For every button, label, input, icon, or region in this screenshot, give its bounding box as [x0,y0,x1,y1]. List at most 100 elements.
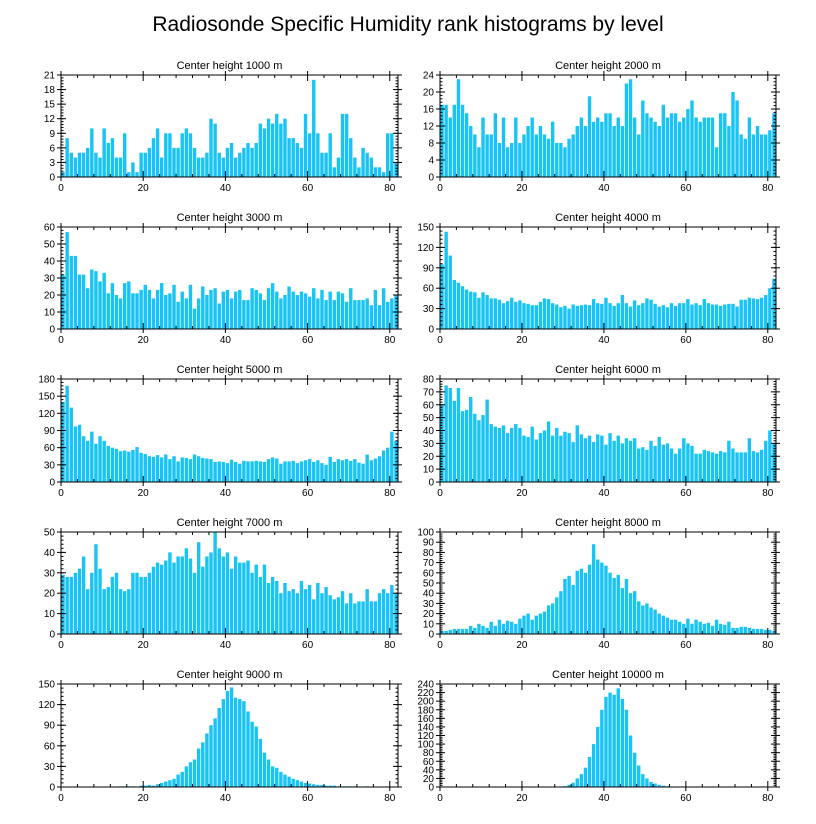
bar [698,453,702,482]
bar [246,300,250,329]
bar [151,456,156,482]
bar [283,295,287,329]
bar [201,742,205,787]
bar [110,447,115,482]
bar [755,299,760,329]
bar [567,308,571,329]
bar [229,459,234,482]
bar [205,295,209,329]
bar [694,303,698,329]
bar [164,295,168,329]
chart-panel-4: Center height 4000 m 0 20 40 60 80 0 30 60 90 120 1… [417,212,780,346]
bar [86,288,90,329]
y-tick-label: 40 [423,765,435,776]
bar [81,436,86,482]
bar [201,566,205,634]
bar [332,461,337,482]
x-tick-label: 40 [598,183,610,194]
bar [469,291,473,329]
bar [473,627,477,634]
bar [369,460,373,482]
x-tick-label: 0 [58,793,64,804]
bar [77,424,82,482]
bar [653,783,657,787]
bar [159,157,164,177]
bar [727,440,731,482]
bar [340,591,345,634]
bar [538,613,543,634]
bar [747,117,752,177]
y-tick-label: 30 [44,762,56,773]
y-tick-label: 20 [423,452,435,463]
bar [344,603,349,634]
y-tick-label: 20 [44,291,56,302]
bar [118,589,123,634]
bar [320,289,324,329]
bar [139,452,143,482]
bar [131,449,135,482]
bar [743,299,747,329]
bar [485,134,489,177]
bar [287,591,291,634]
bar [501,623,506,634]
bar [530,619,534,634]
bar [270,457,275,482]
plot-frame [439,226,777,330]
bar [238,463,242,482]
bar [196,542,201,634]
bar [180,771,184,787]
bar [710,117,715,177]
bar [772,278,776,329]
bar [669,113,674,177]
bar [477,623,481,634]
x-tick-label: 60 [302,640,314,651]
bar [645,603,649,634]
bar [217,152,221,177]
bar [493,113,498,177]
bar [563,147,567,177]
bar [686,109,690,177]
bar [373,458,378,482]
bar [357,601,361,634]
bar [390,298,394,329]
bar [303,589,308,634]
bar [114,157,119,177]
bar [620,126,625,177]
bar [295,463,300,482]
bar [661,785,666,787]
bar [661,615,666,634]
bar [386,593,390,634]
y-tick-label: 120 [38,409,55,420]
y-tick-label: 220 [417,688,434,699]
bar [320,593,324,634]
bar [714,619,719,634]
bar [287,286,291,329]
bar [73,426,78,482]
bar [587,305,592,329]
bar [118,451,123,482]
bar [81,152,86,177]
bar [377,456,382,482]
bar [147,572,152,634]
bar [583,126,588,177]
bar [164,560,168,634]
bar [233,697,238,787]
bar [328,595,332,634]
x-tick-label: 80 [762,183,774,194]
bar [460,628,465,634]
bar [518,143,522,177]
bar [723,304,727,329]
bar [452,628,457,634]
bar [180,556,184,634]
bar [452,280,457,329]
bar [106,587,110,634]
bar [612,126,616,177]
bar [336,157,341,177]
bar [312,461,316,482]
bar [460,104,465,177]
y-tick-label: 90 [423,263,435,274]
bar [600,562,604,634]
bar [641,447,645,482]
y-tick-label: 180 [417,705,434,716]
